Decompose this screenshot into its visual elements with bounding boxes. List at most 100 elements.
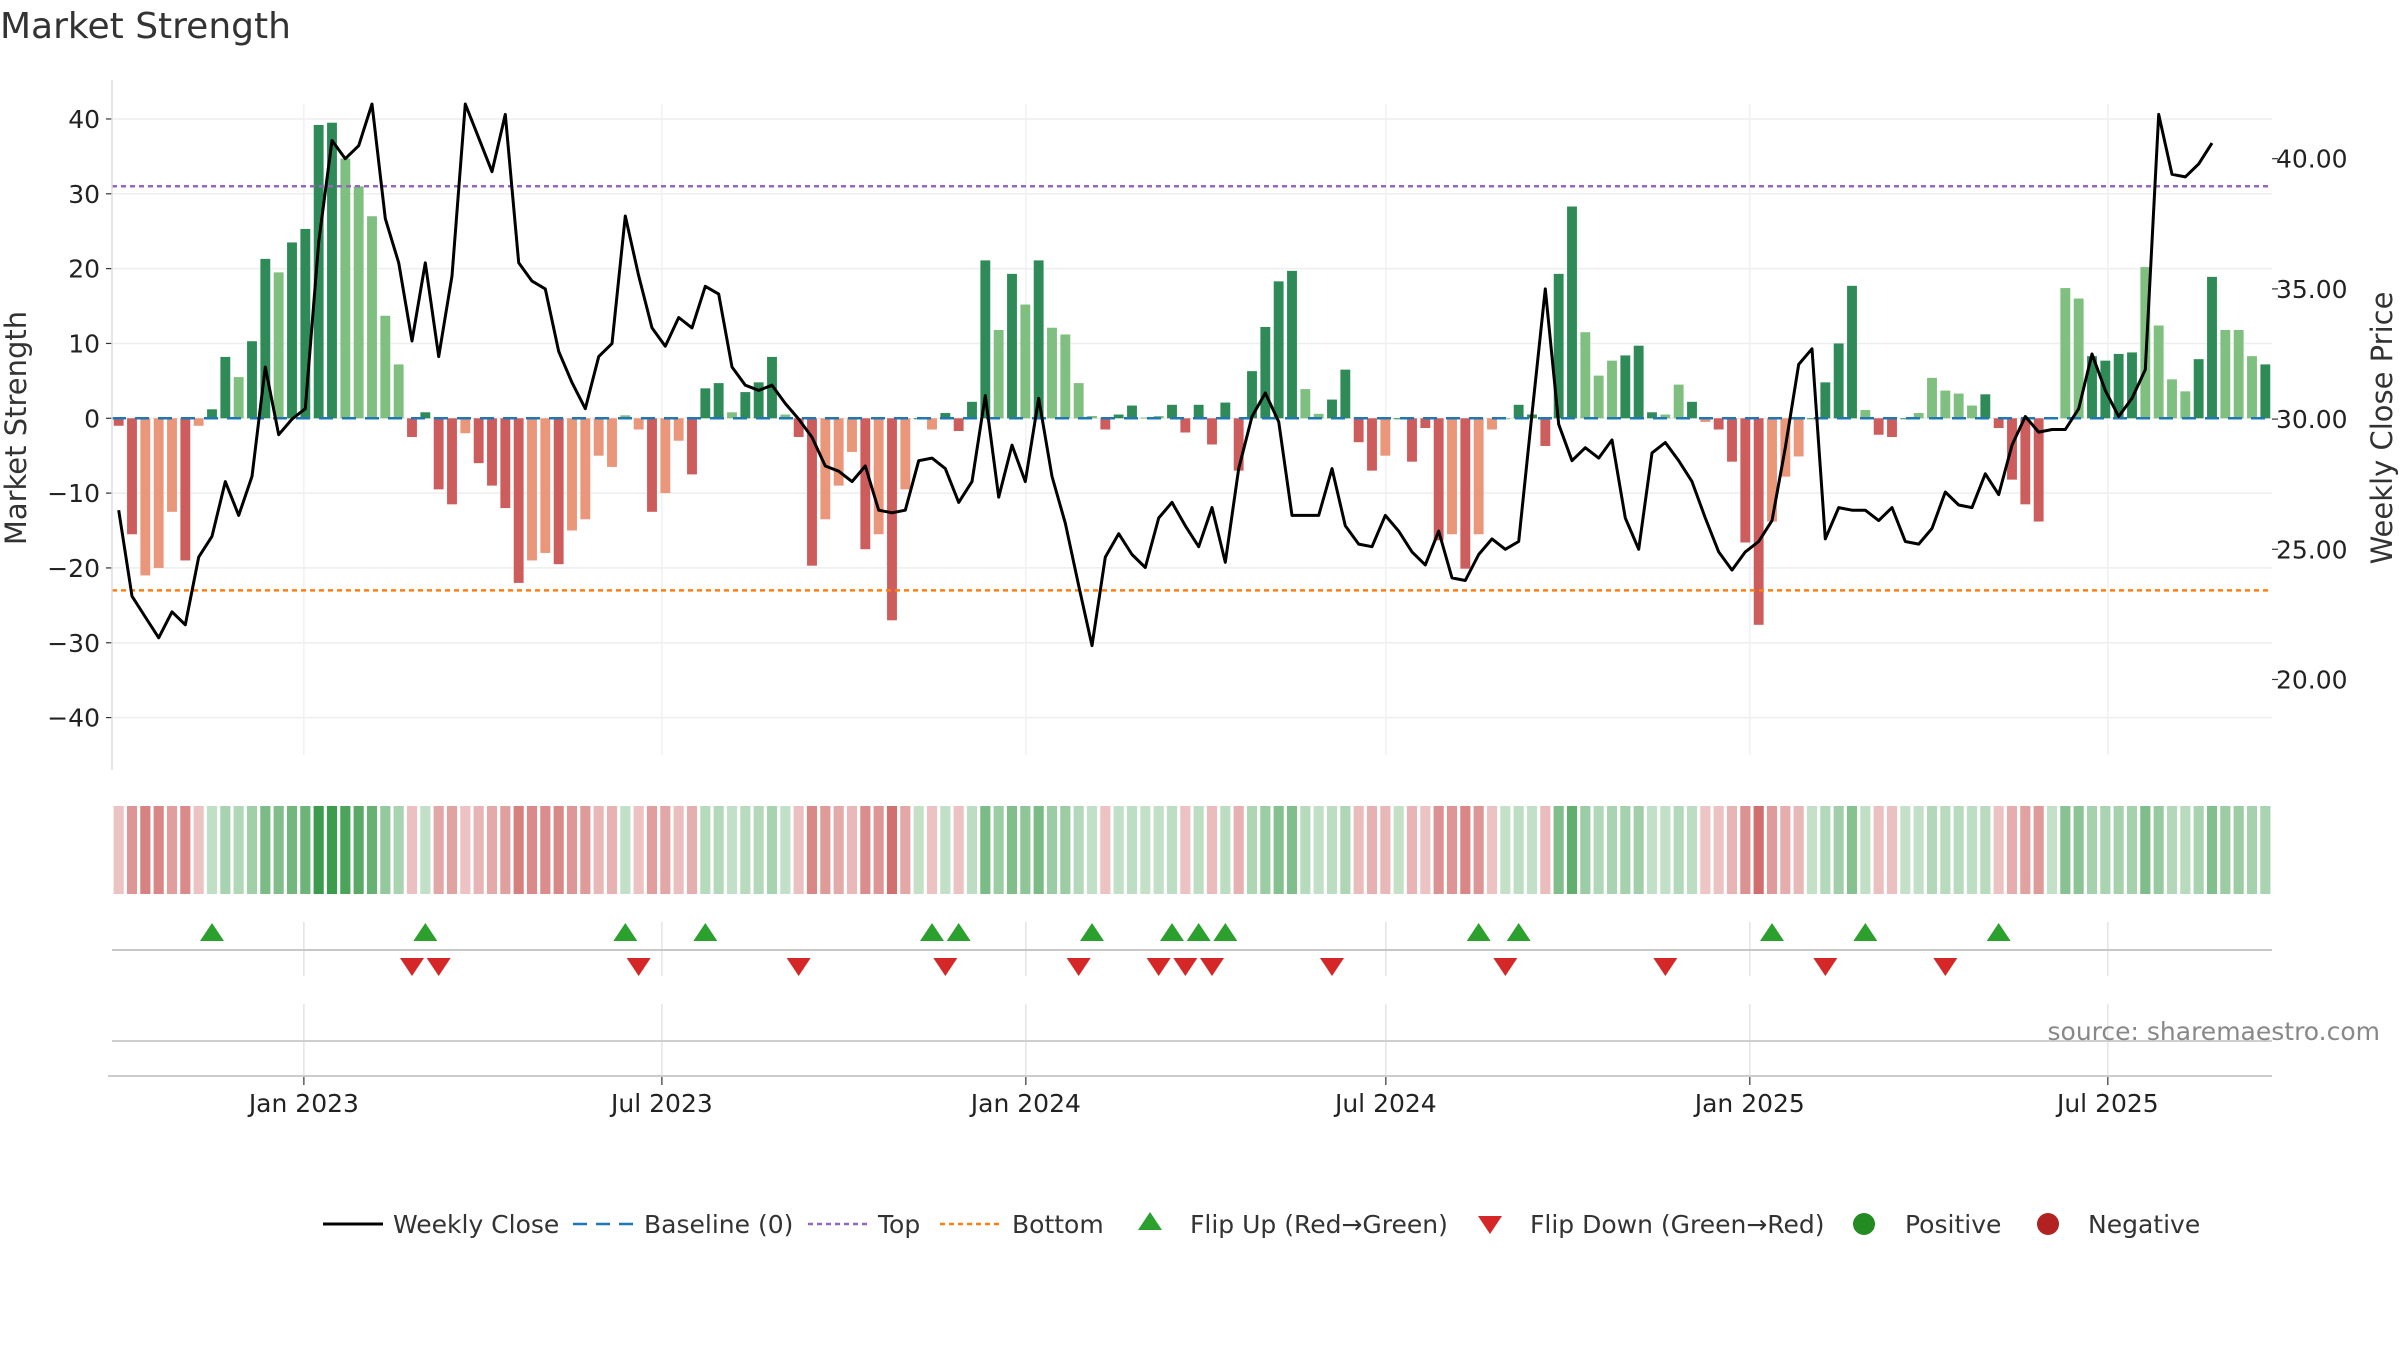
strength-bar [1860, 410, 1871, 419]
strength-bar [633, 418, 644, 430]
strength-bar [447, 418, 457, 505]
heat-cell [1993, 806, 2004, 894]
heat-cell [1873, 806, 1884, 894]
strength-bar [327, 122, 337, 419]
heat-cell [1740, 806, 1751, 894]
heat-cell [2100, 806, 2111, 894]
heat-cell [1420, 806, 1431, 894]
heat-cell [1820, 806, 1831, 894]
strength-bar [887, 418, 897, 621]
heat-cell [1446, 806, 1458, 894]
strength-bar [233, 377, 244, 419]
heat-cell [2193, 806, 2204, 894]
heat-cell [1526, 806, 1538, 894]
heat-cell [1700, 806, 1711, 894]
heat-cell [1793, 806, 1804, 894]
heat-cell [833, 806, 844, 894]
strength-bar [1873, 418, 1884, 435]
strength-bar [1033, 260, 1044, 419]
strength-bar [1100, 418, 1111, 430]
heat-cell [326, 806, 338, 894]
heat-cell [513, 806, 524, 894]
heat-cell [286, 806, 298, 894]
strength-bar [1060, 334, 1071, 419]
y-left-tick-label: 40 [68, 105, 100, 134]
heat-cell [420, 806, 431, 894]
flip-down-marker [786, 958, 811, 976]
strength-bar [2193, 359, 2204, 419]
heat-cell [2153, 806, 2164, 894]
strength-bar [153, 418, 164, 568]
heat-cell [1433, 806, 1444, 894]
strength-bar [940, 413, 951, 419]
strength-bar [1967, 405, 1977, 419]
strength-bar [660, 418, 671, 494]
flip-up-marker [1160, 923, 1184, 941]
heat-cell [2006, 806, 2018, 894]
heat-cell [2233, 806, 2244, 894]
legend-top-label: Top [877, 1210, 920, 1239]
strength-bar [2033, 418, 2044, 522]
y-right-tick-label: 30.00 [2276, 405, 2348, 434]
flip-up-marker [413, 923, 438, 941]
strength-bar [1633, 345, 1644, 419]
heat-cell [353, 806, 364, 894]
flip-up-marker [946, 923, 971, 941]
heat-cell [900, 806, 911, 894]
heat-cell [1900, 806, 1911, 894]
flip-down-marker [1653, 958, 1678, 976]
strength-bar [193, 418, 204, 426]
x-tick-label: Jul 2024 [1333, 1089, 1437, 1118]
strength-bar [527, 418, 537, 561]
strength-bar [1847, 285, 1857, 419]
flip-down-marker [1320, 958, 1344, 976]
strength-bar [2180, 391, 2191, 419]
flip-up-marker [1506, 923, 1531, 941]
strength-bar [1487, 418, 1497, 430]
heat-cell [1513, 806, 1524, 894]
flip-down-marker [1493, 958, 1518, 976]
legend-flip-up-label: Flip Up (Red→Green) [1190, 1210, 1448, 1239]
strength-bar [473, 418, 484, 464]
x-tick-label: Jan 2023 [247, 1089, 359, 1118]
strength-bar [953, 418, 964, 431]
heat-cell [1166, 806, 1178, 894]
level-lines [112, 185, 2272, 592]
heat-cell [953, 806, 964, 894]
strength-bar [220, 356, 231, 419]
heat-cell [886, 806, 898, 894]
heat-cell [1540, 806, 1551, 894]
heat-cell [486, 806, 498, 894]
heat-cell [406, 806, 418, 894]
x-tick-label: Jan 2024 [969, 1089, 1081, 1118]
heat-cell [260, 806, 271, 894]
strength-bar [900, 418, 911, 490]
flip-up-marker [1466, 923, 1491, 941]
strength-bar [1447, 418, 1457, 535]
heat-cell [1953, 806, 1964, 894]
chart-title: Market Strength [0, 6, 291, 47]
strength-bar [1380, 418, 1391, 456]
strength-bar [993, 329, 1004, 419]
flip-up-marker [1853, 923, 1878, 941]
strength-bar [1007, 273, 1017, 419]
strength-bar [1993, 418, 2004, 429]
strength-bar [833, 418, 844, 486]
strength-bar [1233, 418, 1244, 471]
legend-flip-up-icon [1138, 1212, 1162, 1230]
heat-cell [166, 806, 178, 894]
heat-cell [1486, 806, 1498, 894]
heat-cell [940, 806, 951, 894]
y-left-tick-label: 20 [68, 255, 100, 284]
strength-bar [1833, 343, 1844, 419]
strength-bar [247, 341, 257, 419]
heat-cell [1193, 806, 1204, 894]
flip-up-marker [613, 923, 638, 941]
heat-cell [2113, 806, 2124, 894]
strength-bar [1460, 418, 1471, 569]
heat-cell [2166, 806, 2178, 894]
legend-negative-dot [2037, 1213, 2059, 1235]
weekly-close-layer [117, 102, 2214, 648]
strength-bar [1207, 418, 1217, 445]
